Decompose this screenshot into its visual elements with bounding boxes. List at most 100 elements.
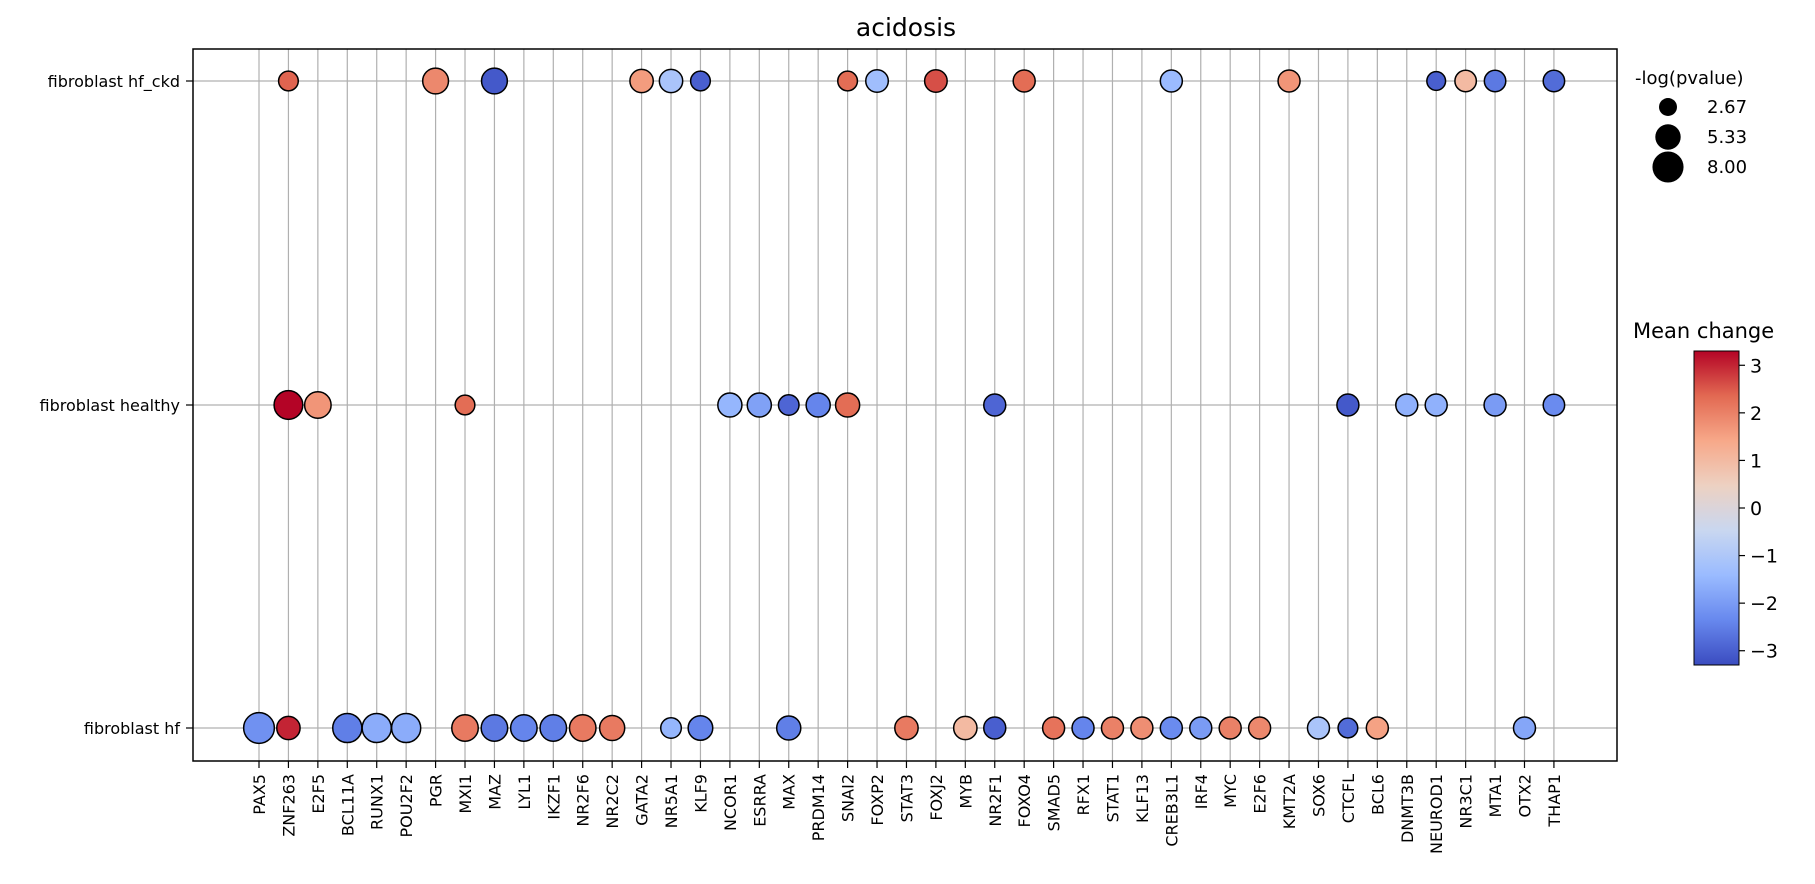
data-point bbox=[390, 712, 422, 744]
x-tick-label: E2F6 bbox=[1251, 774, 1270, 814]
x-tick-label: KMT2A bbox=[1280, 774, 1299, 829]
colorbar-ticks: −3 −2 −1 0 1 2 3 bbox=[1739, 355, 1778, 663]
size-legend-label: 2.67 bbox=[1707, 97, 1747, 118]
x-tick-label: LYL1 bbox=[515, 774, 534, 810]
data-point bbox=[659, 716, 683, 740]
colorbar: Mean change −3 −2 −1 0 1 2 3 bbox=[1633, 319, 1778, 666]
data-point bbox=[1426, 70, 1447, 92]
data-point bbox=[480, 67, 509, 95]
colorbar-gradient bbox=[1693, 350, 1740, 666]
data-point bbox=[1071, 716, 1095, 740]
x-tick-label: CTCFL bbox=[1339, 774, 1358, 823]
size-legend-marker bbox=[1652, 151, 1684, 183]
colorbar-tick-label: −2 bbox=[1750, 593, 1778, 615]
x-tick-label: NR2F6 bbox=[574, 774, 593, 827]
data-point bbox=[1306, 716, 1331, 740]
colorbar-tick-label: 2 bbox=[1750, 403, 1762, 425]
y-axis: fibroblast hf_ckd fibroblast healthy fibro… bbox=[40, 72, 193, 738]
y-tick-label: fibroblast hf bbox=[84, 719, 180, 738]
x-tick-label: THAP1 bbox=[1545, 774, 1564, 828]
x-tick-label: NR5A1 bbox=[662, 774, 681, 828]
size-legend-marker bbox=[1655, 124, 1681, 150]
data-points bbox=[242, 67, 1566, 745]
x-tick-label: NR2F1 bbox=[986, 774, 1005, 827]
x-tick-label: PAX5 bbox=[250, 774, 269, 815]
x-tick-label: OTX2 bbox=[1515, 774, 1534, 818]
data-point bbox=[421, 67, 450, 95]
x-tick-label: BCL6 bbox=[1368, 774, 1387, 815]
data-point bbox=[598, 714, 626, 742]
x-tick-label: RFX1 bbox=[1074, 774, 1093, 815]
data-point bbox=[865, 68, 890, 94]
data-point bbox=[1159, 69, 1184, 93]
data-point bbox=[894, 715, 919, 741]
data-point bbox=[1454, 69, 1478, 93]
data-point bbox=[539, 714, 568, 742]
x-tick-label: NEUROD1 bbox=[1427, 774, 1446, 854]
data-point bbox=[1041, 716, 1066, 740]
data-point bbox=[746, 392, 773, 418]
data-point bbox=[1542, 393, 1566, 417]
data-point bbox=[1189, 716, 1213, 740]
x-tick-label: NR2C2 bbox=[603, 774, 622, 829]
x-tick-label: MYB bbox=[956, 774, 975, 809]
colorbar-tick-label: 0 bbox=[1750, 498, 1762, 520]
colorbar-tick-label: −3 bbox=[1750, 641, 1778, 663]
data-point bbox=[1247, 716, 1272, 740]
data-point bbox=[689, 70, 712, 92]
data-point bbox=[1012, 69, 1036, 93]
size-legend: -log(pvalue) 2.67 5.33 8.00 bbox=[1635, 68, 1747, 183]
data-point bbox=[1365, 716, 1390, 740]
x-tick-label: MAX bbox=[780, 774, 799, 810]
y-tick-label: fibroblast healthy bbox=[40, 396, 180, 415]
data-point bbox=[775, 715, 802, 741]
y-tick-label: fibroblast hf_ckd bbox=[48, 72, 180, 92]
size-legend-label: 8.00 bbox=[1707, 157, 1747, 178]
x-tick-label: MTA1 bbox=[1486, 774, 1505, 817]
data-point bbox=[834, 392, 861, 418]
data-point bbox=[658, 68, 684, 94]
data-point bbox=[242, 711, 276, 745]
x-tick-label: CREB3L1 bbox=[1162, 774, 1181, 847]
x-axis: PAX5 ZNF263 E2F5 BCL11A RUNX1 POU2F2 PGR MXI1 MA… bbox=[250, 761, 1564, 854]
x-tick-label: IKZF1 bbox=[544, 774, 563, 820]
data-point bbox=[1483, 393, 1507, 417]
data-point bbox=[273, 389, 304, 421]
x-tick-label: SMAD5 bbox=[1045, 774, 1064, 831]
data-point bbox=[1277, 69, 1301, 93]
data-point bbox=[837, 70, 859, 92]
data-point bbox=[1542, 69, 1566, 93]
colorbar-title: Mean change bbox=[1633, 319, 1774, 343]
data-point bbox=[361, 712, 393, 744]
x-tick-label: BCL11A bbox=[338, 774, 357, 836]
data-point bbox=[805, 392, 831, 418]
x-tick-label: RUNX1 bbox=[368, 774, 387, 830]
data-point bbox=[983, 393, 1007, 417]
x-tick-label: DNMT3B bbox=[1398, 774, 1417, 843]
colorbar-tick-label: −1 bbox=[1750, 546, 1778, 568]
data-point bbox=[1424, 393, 1448, 417]
data-point bbox=[480, 714, 509, 742]
x-tick-label: FOXO4 bbox=[1015, 774, 1034, 827]
data-point bbox=[1130, 716, 1154, 740]
x-tick-label: GATA2 bbox=[633, 774, 652, 826]
x-tick-label: MAZ bbox=[485, 774, 504, 810]
data-point bbox=[1100, 716, 1125, 740]
x-tick-label: NCOR1 bbox=[721, 774, 740, 831]
data-point bbox=[1512, 716, 1537, 740]
x-tick-label: POU2F2 bbox=[397, 774, 416, 838]
data-point bbox=[1336, 393, 1360, 417]
data-point bbox=[1337, 717, 1359, 739]
data-point bbox=[777, 393, 800, 417]
x-tick-label: IRF4 bbox=[1192, 774, 1211, 809]
x-tick-label: E2F5 bbox=[309, 774, 328, 814]
data-point bbox=[303, 391, 332, 419]
data-point bbox=[276, 715, 301, 741]
colorbar-tick-label: 3 bbox=[1750, 355, 1762, 377]
data-point bbox=[451, 714, 480, 742]
data-point bbox=[983, 716, 1007, 740]
data-point bbox=[687, 714, 714, 742]
data-point bbox=[331, 712, 363, 744]
x-tick-label: MXI1 bbox=[456, 774, 475, 814]
